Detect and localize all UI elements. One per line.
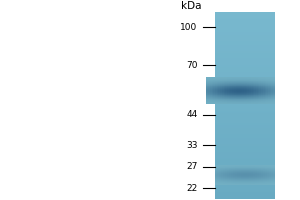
Text: 70: 70: [186, 61, 198, 70]
Text: 44: 44: [186, 110, 198, 119]
Text: 100: 100: [180, 23, 198, 32]
Text: kDa: kDa: [182, 1, 202, 11]
Text: 27: 27: [186, 162, 198, 171]
Text: 33: 33: [186, 141, 198, 150]
Text: 22: 22: [186, 184, 198, 193]
